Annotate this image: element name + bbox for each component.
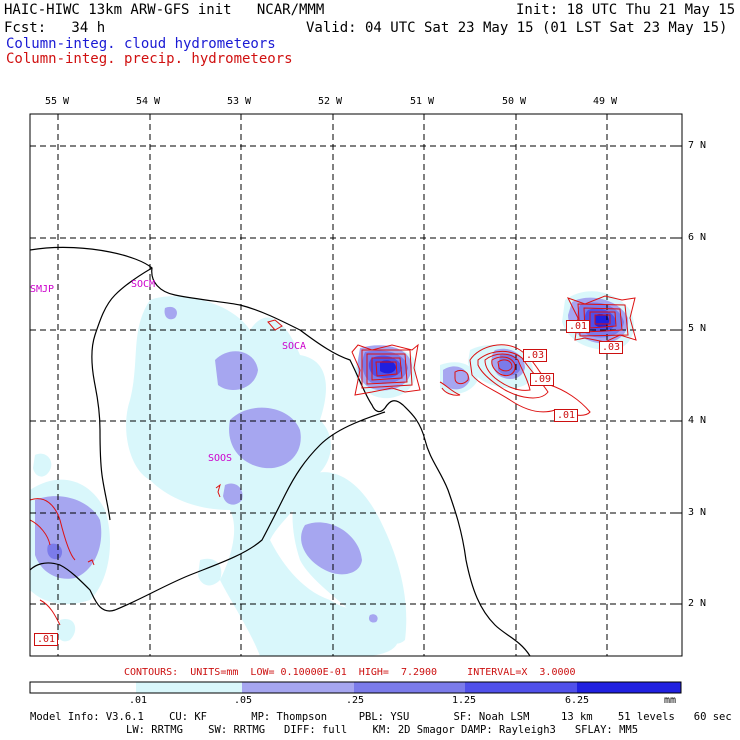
init-time: Init: 18 UTC Thu 21 May 15: [516, 2, 736, 18]
contour-label: .03: [599, 341, 624, 354]
station-label: SOCM: [131, 279, 156, 290]
contour-label: .09: [530, 373, 555, 386]
forecast-hour: Fcst: 34 h: [4, 20, 106, 36]
station-label: SMJP: [30, 284, 55, 295]
contour-label: .01: [566, 320, 591, 333]
lon-label: 52 W: [318, 96, 343, 107]
coastline: [30, 246, 531, 656]
lat-label: 3 N: [688, 507, 707, 518]
colorbar-tick: 6.25: [565, 695, 590, 706]
lon-label: 55 W: [45, 96, 70, 107]
model-title: HAIC-HIWC 13km ARW-GFS init NCAR/MMM: [4, 2, 325, 18]
lat-label: 6 N: [688, 232, 707, 243]
lon-label: 50 W: [502, 96, 527, 107]
station-label: SOOS: [208, 453, 233, 464]
colorbar: [29, 681, 682, 694]
cloud-level-1-area: [30, 291, 634, 656]
contour-label: .01: [554, 409, 579, 422]
colorbar-tick: 1.25: [452, 695, 477, 706]
lon-label: 54 W: [136, 96, 161, 107]
contour-label: .03: [523, 349, 548, 362]
lat-label: 2 N: [688, 598, 707, 609]
field-cloud-hydrometeors: Column-integ. cloud hydrometeors: [6, 36, 276, 52]
colorbar-tick: .05: [234, 695, 253, 706]
model-info-line2: LW: RRTMG SW: RRTMG DIFF: full KM: 2D Sm…: [126, 724, 639, 736]
lat-label: 7 N: [688, 140, 707, 151]
map-frame: [29, 113, 683, 657]
colorbar-tick: .01: [129, 695, 148, 706]
lat-label: 5 N: [688, 323, 707, 334]
colorbar-unit: mm: [664, 695, 677, 706]
contours-info: CONTOURS: UNITS=mm LOW= 0.10000E-01 HIGH…: [124, 667, 576, 678]
lon-label: 49 W: [593, 96, 618, 107]
model-info-line1: Model Info: V3.6.1 CU: KF MP: Thompson P…: [30, 711, 732, 723]
station-label: SOCA: [282, 341, 307, 352]
contour-label: .01: [34, 633, 59, 646]
frame-ticks: [57, 114, 682, 605]
valid-time: Valid: 04 UTC Sat 23 May 15 (01 LST Sat …: [306, 20, 728, 36]
lon-label: 53 W: [227, 96, 252, 107]
field-precip-hydrometeors: Column-integ. precip. hydrometeors: [6, 51, 293, 67]
lat-label: 4 N: [688, 415, 707, 426]
colorbar-tick: .25: [346, 695, 365, 706]
lon-label: 51 W: [410, 96, 435, 107]
